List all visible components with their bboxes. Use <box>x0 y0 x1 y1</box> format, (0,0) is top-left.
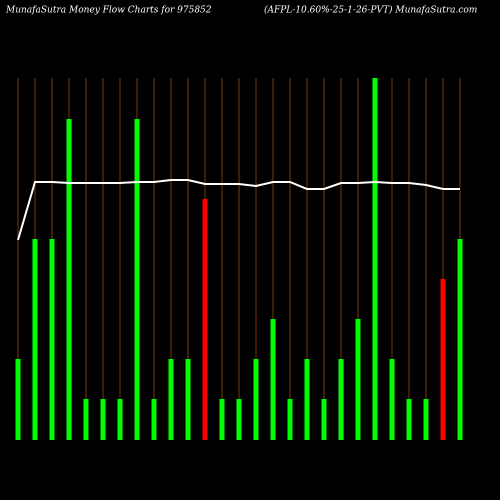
bar <box>338 359 344 440</box>
bar <box>83 399 89 440</box>
bar <box>253 359 259 440</box>
bar <box>151 399 157 440</box>
bar <box>423 399 429 440</box>
bar <box>355 319 361 440</box>
bar <box>202 199 208 440</box>
chart-title: MunafaSutra Money Flow Charts for 975852 <box>5 6 212 16</box>
bar <box>457 239 463 440</box>
money-flow-line <box>17 179 460 241</box>
bar <box>168 359 174 440</box>
bar <box>100 399 106 440</box>
bar <box>270 319 276 440</box>
bar <box>15 359 21 440</box>
bar <box>117 399 123 440</box>
bar <box>236 399 242 440</box>
bar <box>372 78 378 440</box>
bar <box>440 279 446 440</box>
bar <box>406 399 412 440</box>
chart-subtitle: (AFPL-10.60%-25-1-26-PVT) MunafaSutra.co… <box>264 5 477 16</box>
bar <box>287 399 293 440</box>
bar <box>134 119 140 440</box>
bar <box>49 239 55 440</box>
bar <box>389 359 395 440</box>
bar <box>304 359 310 440</box>
bar <box>32 239 38 440</box>
bar <box>219 399 225 440</box>
bar <box>185 359 191 440</box>
bar <box>66 119 72 440</box>
bar <box>321 399 327 440</box>
